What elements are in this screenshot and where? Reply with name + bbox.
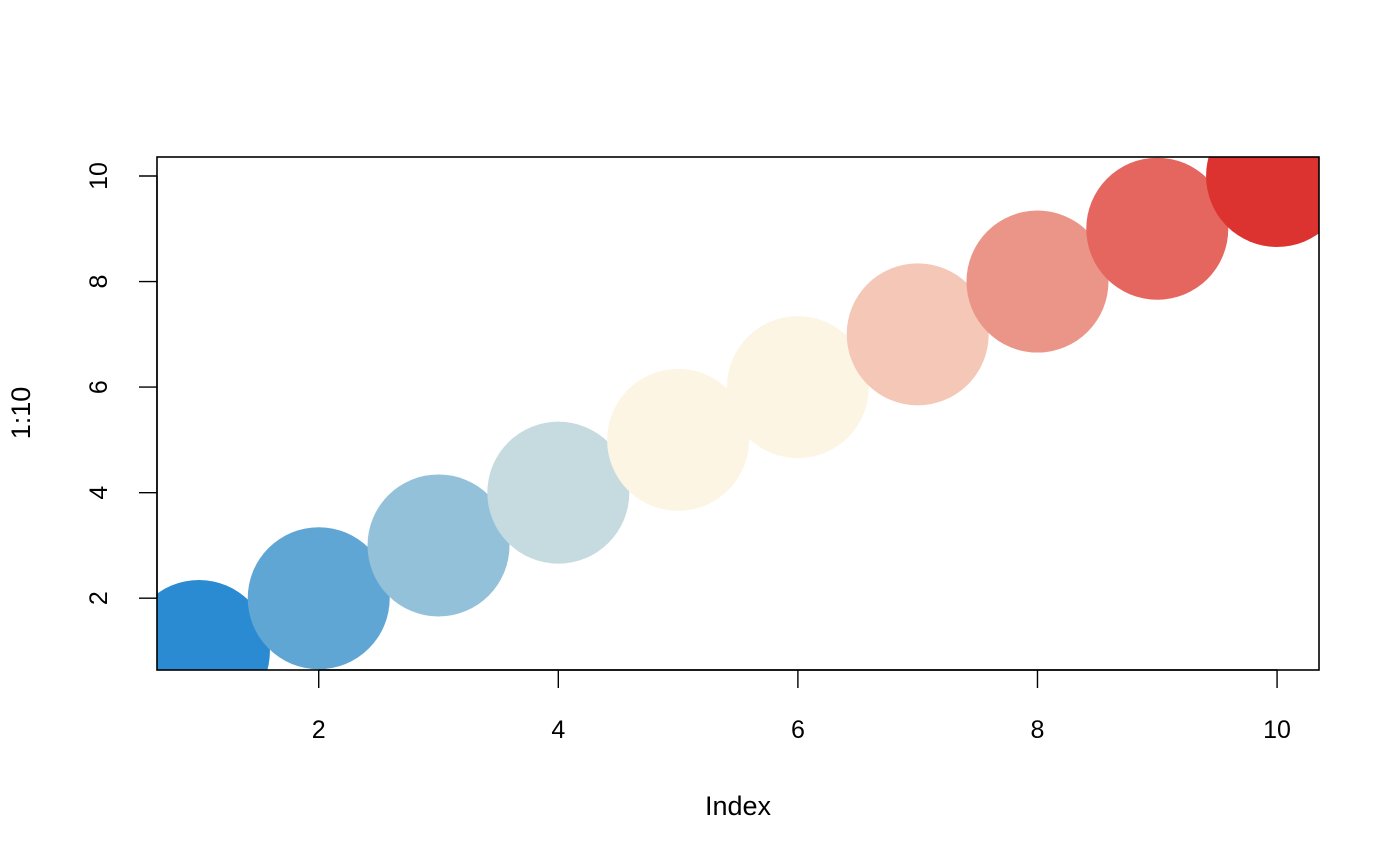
y-axis: 2 4 6 8 10 <box>85 162 158 605</box>
x-tick-label-6: 6 <box>791 716 805 744</box>
data-point-8 <box>966 210 1109 353</box>
x-tick-label-8: 8 <box>1031 716 1045 744</box>
x-tick-label-10: 10 <box>1263 716 1291 744</box>
y-tick-label-10: 10 <box>85 162 113 190</box>
y-tick-label-2: 2 <box>85 591 113 605</box>
data-point-6 <box>726 316 869 459</box>
data-point-1 <box>157 580 270 670</box>
data-point-10 <box>1206 157 1319 247</box>
x-tick-label-4: 4 <box>551 716 565 744</box>
data-point-2 <box>247 527 390 670</box>
data-point-7 <box>846 263 989 406</box>
y-axis-title: 1:10 <box>6 387 36 440</box>
y-tick-label-8: 8 <box>85 275 113 289</box>
y-tick-label-6: 6 <box>85 380 113 394</box>
data-point-9 <box>1086 157 1229 300</box>
x-axis: 2 4 6 8 10 <box>312 669 1291 744</box>
points-layer <box>157 157 1319 670</box>
data-point-4 <box>487 421 630 564</box>
data-point-3 <box>367 474 510 617</box>
x-tick-label-2: 2 <box>312 716 326 744</box>
y-tick-label-4: 4 <box>85 486 113 500</box>
x-axis-title: Index <box>705 791 772 821</box>
data-point-5 <box>607 368 750 511</box>
